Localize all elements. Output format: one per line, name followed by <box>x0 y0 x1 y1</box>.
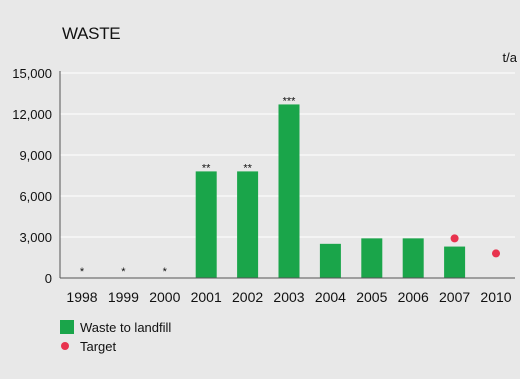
bar <box>402 238 424 278</box>
legend-label: Target <box>80 339 117 354</box>
legend-swatch <box>61 342 69 350</box>
x-tick-label: 2010 <box>480 289 511 305</box>
y-tick-label: 0 <box>45 271 52 286</box>
x-tick-label: 2005 <box>356 289 387 305</box>
x-tick-label: 2001 <box>191 289 222 305</box>
x-tick-label: 1999 <box>108 289 139 305</box>
x-tick-label: 2003 <box>273 289 304 305</box>
axes: 0 3,000 6,000 9,000 12,000 15,000 1998 1999 2000… <box>12 66 515 305</box>
chart-title: WASTE <box>62 24 120 43</box>
bar-annotation: * <box>80 266 85 278</box>
y-tick-label: 12,000 <box>12 107 52 122</box>
bar-annotation: ** <box>243 162 252 174</box>
bar <box>319 243 341 278</box>
bar <box>278 104 300 278</box>
bar-annotation: * <box>163 266 168 278</box>
bar <box>444 246 466 278</box>
y-tick-label: 6,000 <box>19 189 52 204</box>
target-point <box>492 249 500 258</box>
bar <box>195 171 217 278</box>
x-tick-label: 2004 <box>315 289 346 305</box>
bar-series-waste-to-landfill <box>195 104 466 278</box>
bar-annotation: ** <box>202 162 211 174</box>
bar <box>237 171 259 278</box>
y-tick-label: 3,000 <box>19 230 52 245</box>
bar-annotations: * * *** ***** <box>80 95 296 278</box>
y-tick-label: 9,000 <box>19 148 52 163</box>
bar-annotation: * <box>121 266 126 278</box>
x-tick-label: 2006 <box>398 289 429 305</box>
y-tick-label: 15,000 <box>12 66 52 81</box>
legend: Waste to landfill Target <box>60 320 171 354</box>
bar <box>361 238 383 278</box>
legend-label: Waste to landfill <box>80 320 171 335</box>
x-tick-label: 1998 <box>66 289 97 305</box>
unit-label: t/a <box>503 50 518 65</box>
legend-swatch <box>60 320 74 334</box>
target-point <box>450 234 459 243</box>
point-series-target <box>450 234 500 258</box>
bar-annotation: *** <box>283 95 297 107</box>
x-tick-label: 2002 <box>232 289 263 305</box>
x-tick-label: 2000 <box>149 289 180 305</box>
x-tick-label: 2007 <box>439 289 470 305</box>
